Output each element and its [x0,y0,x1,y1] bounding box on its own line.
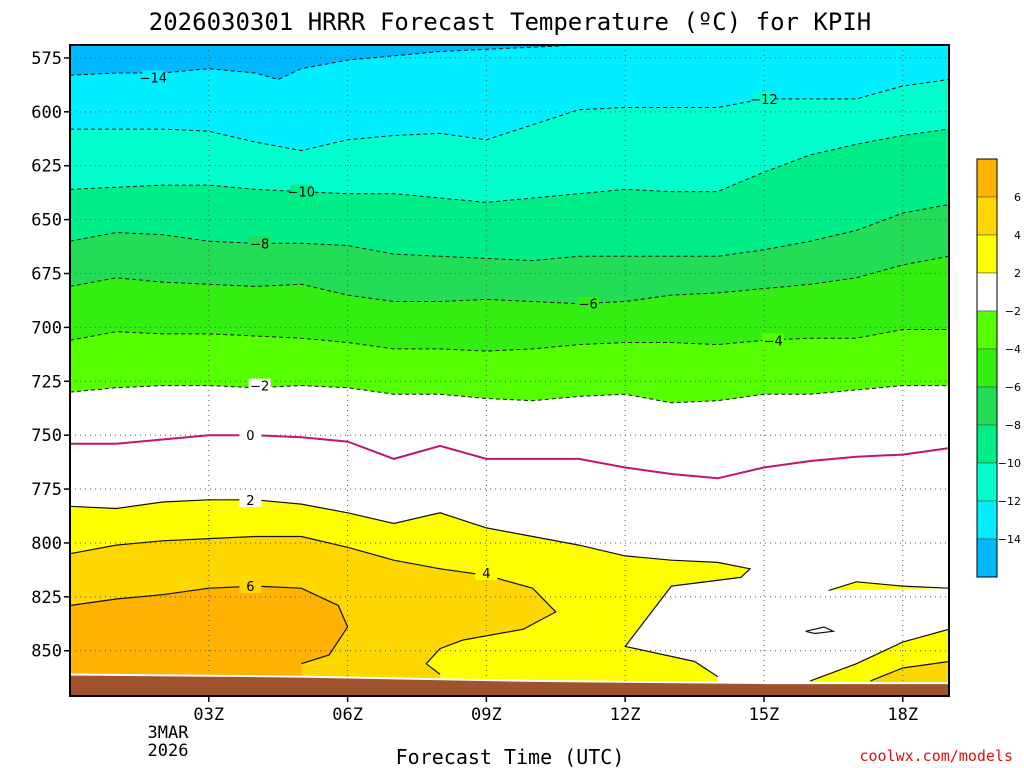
x-tick-label: 09Z [471,705,502,725]
y-tick-label: 600 [31,103,62,123]
colorbar-swatch [976,500,998,540]
contour-label: 4 [482,567,490,582]
colorbar: 6 4 2 −2 −4 −6 −8 −10 −12 −14 [976,158,1021,578]
x-tick-label: 18Z [887,705,918,725]
y-tick-label: 725 [31,372,62,392]
isotherm-line [70,329,949,352]
contour-label: 2 [246,494,254,509]
colorbar-swatch [976,234,998,274]
isotherm-line [70,499,752,678]
ground-layer [70,673,949,696]
colorbar-label: −14 [998,533,1021,546]
y-tick-label: 650 [31,211,62,231]
colorbar-swatch [976,538,998,578]
x-tick-label: 15Z [749,705,780,725]
x-tick-label: 12Z [610,705,641,725]
isotherm-line [805,626,836,635]
colorbar-swatch [976,196,998,236]
isotherm-line [870,660,949,682]
chart-title: 2026030301 HRRR Forecast Temperature (ºC… [149,8,871,36]
contour-label: −10 [288,186,315,201]
temperature-fill-layer [70,45,949,696]
isotherm-line [70,79,949,152]
colorbar-label: 6 [1014,191,1021,204]
x-axis-label: Forecast Time (UTC) [396,745,625,768]
x-axis: 03Z 06Z 09Z 12Z 15Z 18Z [193,696,918,725]
colorbar-label: −2 [1005,305,1021,318]
contour-label-bg [248,378,271,393]
contour-label-bg [248,236,271,251]
contour-label-bg [142,70,165,85]
isotherm-line [70,585,349,665]
y-tick-label: 775 [31,480,62,500]
x-tick-label: 03Z [193,705,224,725]
colorbar-swatch [976,310,998,350]
isotherm-line [809,628,949,682]
y-tick-label: 800 [31,534,62,554]
isotherm-line [70,204,949,262]
contour-label: −12 [750,93,777,108]
contour-label-bg [239,492,262,507]
contour-label: 6 [246,580,254,595]
plot-frame [69,44,950,697]
colorbar-label: −12 [998,495,1021,508]
contour-label-bg [752,91,775,106]
grid-layer [70,45,949,696]
colorbar-label: −8 [1005,419,1021,432]
isotherm-line [70,128,949,203]
colorbar-swatch [976,348,998,388]
isotherm-line [70,535,557,675]
contour-label-bg [762,333,785,348]
contour-label: −14 [140,71,167,86]
y-tick-label: 625 [31,157,62,177]
contour-label-bg [239,579,262,594]
colorbar-label: −4 [1005,343,1021,356]
colorbar-swatch [976,386,998,426]
isotherm-line [828,581,949,591]
colorbar-label: 4 [1014,229,1021,242]
y-tick-label: 750 [31,426,62,446]
contour-label-bg [290,184,313,199]
y-tick-label: 850 [31,642,62,662]
isotherm-line [70,255,949,305]
x-tick-label: 06Z [332,705,363,725]
date-label-month: 3MAR [148,723,190,743]
contour-label-bg [239,428,262,443]
credit-text: coolwx.com/models [859,747,1013,765]
colorbar-label: −10 [998,457,1021,470]
contour-label-bg [475,566,498,581]
colorbar-swatch [976,272,998,312]
colorbar-swatch [976,424,998,464]
date-label-year: 2026 [148,741,189,761]
colorbar-swatch [976,462,998,502]
isotherm-line [70,434,949,480]
contour-label: −6 [579,298,598,313]
band-fill [70,586,348,696]
y-tick-label: 575 [31,49,62,69]
ground-surface [70,673,949,696]
isotherm-layer: −14 −12 −10 −8 −6 −4 −2 0 2 4 6 [70,45,949,682]
isotherm-line [70,385,949,404]
contour-label: 0 [246,429,254,444]
y-tick-label: 700 [31,318,62,338]
colorbar-frame [976,158,998,578]
colorbar-swatch [976,158,998,198]
contour-label-bg [577,296,600,311]
y-tick-label: 825 [31,588,62,608]
colorbar-label: −6 [1005,381,1021,394]
contour-label: −2 [250,380,269,395]
band-fill [828,581,949,591]
contour-label: −8 [250,237,269,252]
colorbar-label: 2 [1014,267,1021,280]
y-tick-label: 675 [31,264,62,284]
y-axis: 575 600 625 650 675 700 725 750 775 800 825 850 [31,49,70,662]
contour-label: −4 [764,334,783,349]
